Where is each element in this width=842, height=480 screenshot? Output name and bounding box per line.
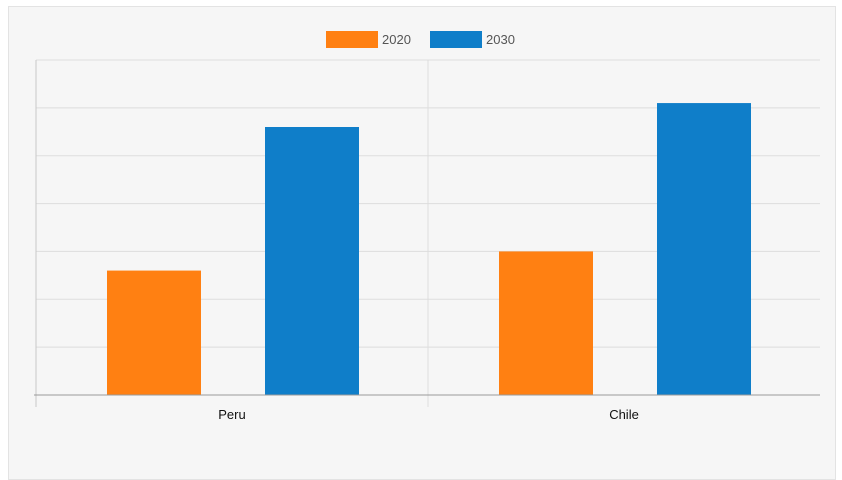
- legend-swatch-2030: [430, 31, 482, 48]
- legend: 2020 2030: [326, 31, 515, 48]
- x-tick-label: Peru: [218, 407, 245, 422]
- legend-label-2020: 2020: [382, 32, 411, 47]
- x-tick-labels: Peru Chile: [218, 407, 639, 422]
- bar-peru-2020: [107, 270, 201, 395]
- bars: [107, 103, 751, 396]
- bar-chile-2020: [499, 251, 593, 395]
- axes: [34, 60, 820, 407]
- bar-peru-2030: [265, 127, 359, 395]
- legend-swatch-2020: [326, 31, 378, 48]
- bar-chile-2030: [657, 103, 751, 396]
- x-tick-label: Chile: [609, 407, 639, 422]
- legend-label-2030: 2030: [486, 32, 515, 47]
